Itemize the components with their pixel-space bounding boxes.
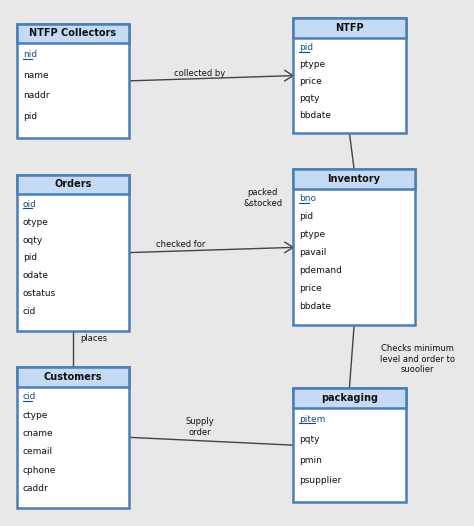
FancyBboxPatch shape — [293, 388, 406, 408]
Text: pdemand: pdemand — [299, 266, 342, 275]
Text: naddr: naddr — [23, 92, 49, 100]
Text: odate: odate — [23, 271, 49, 280]
Text: bno: bno — [299, 195, 316, 204]
Text: pid: pid — [23, 112, 37, 121]
Text: oid: oid — [23, 200, 37, 209]
FancyBboxPatch shape — [17, 367, 129, 387]
Text: cemail: cemail — [23, 447, 53, 457]
Text: bbdate: bbdate — [299, 302, 331, 311]
Text: NTFP: NTFP — [335, 23, 364, 33]
Text: Checks minimum
level and order to
suoolier: Checks minimum level and order to suooli… — [380, 345, 455, 374]
FancyBboxPatch shape — [17, 24, 129, 43]
Text: price: price — [299, 284, 322, 293]
Text: ptype: ptype — [299, 230, 326, 239]
Text: cphone: cphone — [23, 466, 56, 474]
Text: Customers: Customers — [44, 372, 102, 382]
FancyBboxPatch shape — [293, 388, 406, 502]
FancyBboxPatch shape — [17, 367, 129, 508]
Text: caddr: caddr — [23, 484, 49, 493]
Text: Supply
order: Supply order — [185, 417, 214, 437]
Text: pavail: pavail — [299, 248, 327, 257]
Text: oqty: oqty — [23, 236, 43, 245]
FancyBboxPatch shape — [17, 175, 129, 331]
Text: pid: pid — [299, 43, 313, 52]
Text: name: name — [23, 71, 48, 80]
Text: cid: cid — [23, 307, 36, 316]
Text: packed
&stocked: packed &stocked — [243, 188, 283, 208]
FancyBboxPatch shape — [293, 18, 406, 38]
Text: nid: nid — [23, 50, 37, 59]
Text: price: price — [299, 77, 322, 86]
Text: collected by: collected by — [174, 68, 225, 77]
Text: pid: pid — [23, 254, 37, 262]
Text: ostatus: ostatus — [23, 289, 56, 298]
Text: places: places — [81, 334, 108, 343]
FancyBboxPatch shape — [17, 24, 129, 138]
Text: Inventory: Inventory — [328, 174, 381, 184]
Text: pqty: pqty — [299, 435, 320, 444]
Text: cid: cid — [23, 392, 36, 401]
Text: pitem: pitem — [299, 414, 326, 423]
FancyBboxPatch shape — [293, 18, 406, 133]
Text: Orders: Orders — [55, 179, 92, 189]
Text: packaging: packaging — [321, 393, 378, 403]
FancyBboxPatch shape — [17, 175, 129, 194]
Text: ptype: ptype — [299, 60, 326, 69]
Text: checked for: checked for — [156, 240, 205, 249]
Text: otype: otype — [23, 218, 49, 227]
Text: bbdate: bbdate — [299, 110, 331, 119]
FancyBboxPatch shape — [293, 169, 415, 326]
Text: NTFP Collectors: NTFP Collectors — [29, 28, 117, 38]
Text: psupplier: psupplier — [299, 476, 342, 485]
Text: pqty: pqty — [299, 94, 320, 103]
Text: cname: cname — [23, 429, 54, 438]
Text: pmin: pmin — [299, 456, 322, 464]
Text: pid: pid — [299, 213, 313, 221]
Text: ctype: ctype — [23, 411, 48, 420]
FancyBboxPatch shape — [293, 169, 415, 189]
